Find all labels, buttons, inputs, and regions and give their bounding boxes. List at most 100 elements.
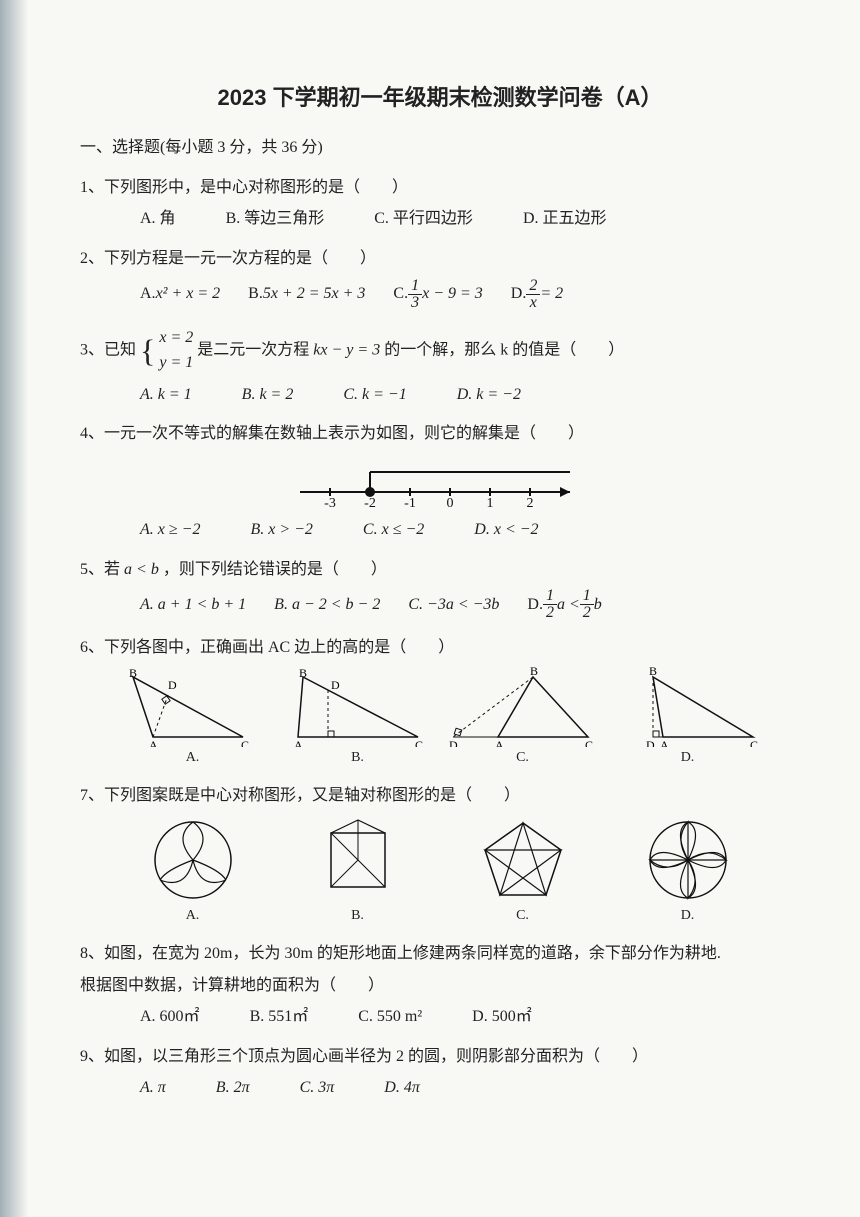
q5-opt-c: C. −3a < −3b [408, 588, 499, 621]
q6-d-label: D. [605, 747, 770, 769]
q9-opt-d: D. 4π [384, 1075, 420, 1101]
svg-text:C: C [241, 738, 249, 747]
q2-c-den: 3 [408, 295, 422, 311]
q3-brace-icon: { [140, 332, 155, 368]
q6-diagrams: B A C D A. B A C D B. [110, 667, 770, 769]
q5-d-pre: D. [527, 592, 543, 618]
q5-opt-d: D. 1 2 a < 1 2 b [527, 588, 601, 621]
q8-stem-2: 根据图中数据，计算耕地的面积为（ ） [80, 973, 800, 999]
q5-d-d1: 2 [543, 605, 557, 621]
q4-opt-d: D. x < −2 [474, 517, 538, 543]
q5-options: A. a + 1 < b + 1 B. a − 2 < b − 2 C. −3a… [140, 588, 800, 621]
svg-text:1: 1 [487, 496, 494, 507]
q2-d-pre: D. [511, 281, 527, 307]
q4-options: A. x ≥ −2 B. x > −2 C. x ≤ −2 D. x < −2 [140, 517, 800, 543]
q3-main-eq: kx − y = 3 [313, 341, 380, 358]
q1-opt-c: C. 平行四边形 [374, 206, 473, 232]
q6-diag-b: B A C D B. [275, 667, 440, 769]
page-title: 2023 下学期初一年级期末检测数学问卷（A） [80, 80, 800, 115]
q4-opt-b: B. x > −2 [250, 517, 312, 543]
q2-d-frac: 2 x [526, 278, 540, 311]
svg-text:C: C [750, 738, 758, 747]
svg-text:-2: -2 [364, 496, 376, 507]
q3-eq1: x = 2 [159, 325, 193, 351]
svg-text:2: 2 [527, 496, 534, 507]
q8-options: A. 600㎡ B. 551㎡ C. 550 m² D. 500㎡ [140, 1004, 800, 1030]
q9-options: A. π B. 2π C. 3π D. 4π [140, 1075, 800, 1101]
q5-pre: 5、若 [80, 561, 124, 578]
q2-stem: 2、下列方程是一元一次方程的是（ ） [80, 246, 800, 272]
q2-opt-a: A. x² + x = 2 [140, 278, 220, 311]
q5-opt-a: A. a + 1 < b + 1 [140, 588, 246, 621]
q1-opt-a: A. 角 [140, 206, 176, 232]
q5-d-tail: b [594, 592, 602, 618]
q7-a-label: A. [110, 905, 275, 927]
q6-c-label: C. [440, 747, 605, 769]
svg-text:0: 0 [447, 496, 454, 507]
q7-diag-c: C. [440, 815, 605, 927]
svg-text:B: B [649, 667, 657, 678]
svg-text:C: C [585, 738, 593, 747]
q3-mid: 是二元一次方程 [197, 341, 313, 358]
q3-opt-a: A. k = 1 [140, 382, 192, 408]
q5-d-f1: 1 2 [543, 588, 557, 621]
q2-a-pre: A. [140, 281, 156, 307]
q1-options: A. 角 B. 等边三角形 C. 平行四边形 D. 正五边形 [140, 206, 800, 232]
q4-opt-c: C. x ≤ −2 [363, 517, 424, 543]
q3-stem: 3、已知 { x = 2 y = 1 是二元一次方程 kx − y = 3 的一… [80, 325, 800, 376]
q5-d-n1: 1 [543, 588, 557, 605]
svg-text:A: A [495, 738, 504, 747]
q1-opt-b: B. 等边三角形 [226, 206, 325, 232]
q5-d-f2: 1 2 [580, 588, 594, 621]
svg-text:D: D [449, 738, 458, 747]
q3-opt-c: C. k = −1 [343, 382, 406, 408]
q3-system: x = 2 y = 1 [159, 325, 193, 376]
q3-opt-b: B. k = 2 [242, 382, 294, 408]
section-1-heading: 一、选择题(每小题 3 分，共 36 分) [80, 135, 800, 161]
svg-text:D: D [331, 678, 340, 692]
q5-stem: 5、若 a < b ，则下列结论错误的是（ ） [80, 557, 800, 583]
q2-a-math: x² + x = 2 [156, 281, 221, 307]
q3-pre: 3、已知 [80, 341, 140, 358]
q5-opt-b: B. a − 2 < b − 2 [274, 588, 380, 621]
svg-text:A: A [294, 738, 303, 747]
q6-a-label: A. [110, 747, 275, 769]
q6-diag-a: B A C D A. [110, 667, 275, 769]
q7-diag-b: B. [275, 815, 440, 927]
q5-ineq: a < b [124, 561, 159, 578]
q9-opt-c: C. 3π [300, 1075, 335, 1101]
q7-c-label: C. [440, 905, 605, 927]
q4-numberline-diagram: -3-2-1012 [290, 457, 590, 507]
q2-d-tail: = 2 [540, 281, 563, 307]
q7-diagrams: A. B. C. [110, 815, 770, 927]
svg-text:B: B [129, 667, 137, 680]
q7-diag-a: A. [110, 815, 275, 927]
svg-text:-1: -1 [404, 496, 416, 507]
svg-text:A: A [149, 738, 158, 747]
q1-stem: 1、下列图形中，是中心对称图形的是（ ） [80, 175, 800, 201]
q8-opt-d: D. 500㎡ [472, 1004, 532, 1030]
q5-d-d2: 2 [580, 605, 594, 621]
q8-opt-a: A. 600㎡ [140, 1004, 200, 1030]
q7-d-label: D. [605, 905, 770, 927]
svg-text:C: C [415, 738, 423, 747]
q2-b-pre: B. [248, 281, 263, 307]
q4-stem: 4、一元一次不等式的解集在数轴上表示为如图，则它的解集是（ ） [80, 421, 800, 447]
q7-stem: 7、下列图案既是中心对称图形，又是轴对称图形的是（ ） [80, 783, 800, 809]
q7-diag-d: D. [605, 815, 770, 927]
q2-c-frac: 1 3 [408, 278, 422, 311]
q1-opt-d: D. 正五边形 [523, 206, 607, 232]
q2-opt-d: D. 2 x = 2 [511, 278, 563, 311]
q3-post: 的一个解，那么 k 的值是（ ） [384, 341, 624, 358]
q2-c-pre: C. [393, 281, 408, 307]
q8-opt-c: C. 550 m² [358, 1004, 422, 1030]
q2-d-num: 2 [526, 278, 540, 295]
q2-d-den: x [526, 295, 540, 311]
q6-diag-d: B D A C D. [605, 667, 770, 769]
svg-text:B: B [299, 667, 307, 680]
q6-b-label: B. [275, 747, 440, 769]
q2-opt-b: B. 5x + 2 = 5x + 3 [248, 278, 365, 311]
q2-opt-c: C. 1 3 x − 9 = 3 [393, 278, 482, 311]
q2-b-math: 5x + 2 = 5x + 3 [263, 281, 366, 307]
q9-stem: 9、如图，以三角形三个顶点为圆心画半径为 2 的圆，则阴影部分面积为（ ） [80, 1044, 800, 1070]
